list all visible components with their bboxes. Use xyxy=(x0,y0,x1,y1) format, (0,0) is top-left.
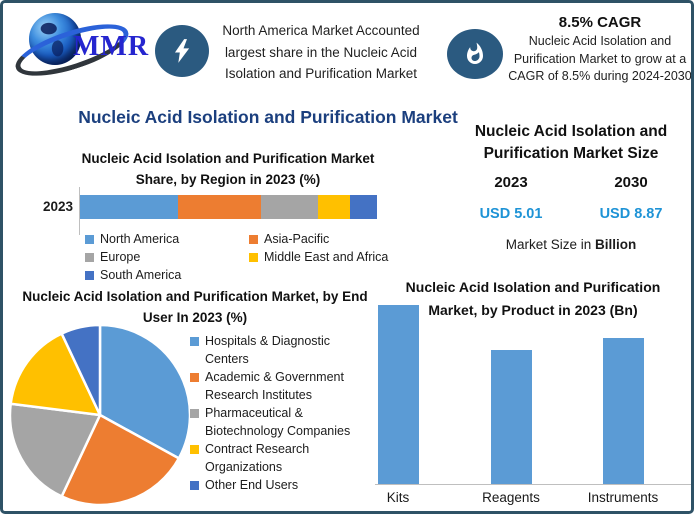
market-size-note: Market Size in Billion xyxy=(451,237,691,252)
legend-item: Academic & Government Research Institute… xyxy=(190,369,370,404)
end-user-chart-legend: Hospitals & Diagnostic Centers Academic &… xyxy=(190,333,370,496)
region-chart-category-label: 2023 xyxy=(42,199,73,214)
bar-segment xyxy=(350,195,377,219)
market-size-note-unit: Billion xyxy=(595,237,637,252)
legend-item: Contract Research Organizations xyxy=(190,441,370,476)
legend-label: Pharmaceutical & Biotechnology Companies xyxy=(205,406,351,438)
market-size-value-2023: USD 5.01 xyxy=(479,206,543,222)
legend-item: Europe xyxy=(85,248,249,266)
legend-label: North America xyxy=(100,232,180,246)
legend-marker xyxy=(85,270,94,280)
legend-item: Pharmaceutical & Biotechnology Companies xyxy=(190,405,370,440)
market-size-year-2030: 2030 xyxy=(614,174,648,191)
legend-label: Europe xyxy=(100,250,141,264)
legend-marker xyxy=(249,252,258,262)
flame-icon xyxy=(447,29,503,79)
bar-segment xyxy=(317,195,351,219)
legend-label: Contract Research Organizations xyxy=(205,442,310,474)
pie-slice xyxy=(9,332,102,417)
cagr-heading: 8.5% CAGR xyxy=(558,14,642,31)
legend-marker xyxy=(190,445,199,454)
bar-reagents xyxy=(490,350,532,484)
legend-label: Academic & Government Research Institute… xyxy=(205,370,344,402)
bar-segment xyxy=(178,195,262,219)
lightning-icon xyxy=(155,25,209,77)
pie-slice xyxy=(8,402,102,498)
bar-kits xyxy=(377,305,419,484)
legend-item: Hospitals & Diagnostic Centers xyxy=(190,333,370,368)
cagr-banner: 8.5% CAGR Nucleic Acid Isolation and Pur… xyxy=(506,14,692,86)
bar-instruments xyxy=(602,338,644,484)
product-chart-axis xyxy=(375,484,691,485)
legend-item: North America xyxy=(85,230,249,248)
page-title: Nucleic Acid Isolation and Purification … xyxy=(78,107,458,127)
end-user-pie-chart xyxy=(7,322,193,508)
market-size-value-2030: USD 8.87 xyxy=(599,206,663,222)
legend-marker xyxy=(249,234,258,244)
product-chart-title: Nucleic Acid Isolation and Purification … xyxy=(405,279,661,318)
pie-slice xyxy=(60,323,102,417)
market-size-years: 2023 2030 xyxy=(451,174,691,191)
bar-category-label: Kits xyxy=(386,490,410,505)
legend-item: Other End Users xyxy=(190,477,370,495)
logo-text: MMR xyxy=(73,31,150,62)
market-size-heading: Nucleic Acid Isolation and Purification … xyxy=(474,123,668,162)
region-chart-title: Nucleic Acid Isolation and Purification … xyxy=(81,151,375,187)
region-stacked-bar xyxy=(80,195,377,219)
legend-item: South America xyxy=(85,266,249,284)
legend-label: Hospitals & Diagnostic Centers xyxy=(205,334,331,366)
globe-icon xyxy=(29,13,81,65)
north-america-banner-text: North America Market Accounted largest s… xyxy=(222,23,420,81)
legend-item: Middle East and Africa xyxy=(249,248,388,266)
product-bar-plot xyxy=(375,303,691,484)
bar-category-label: Instruments xyxy=(587,490,659,505)
market-size-year-2023: 2023 xyxy=(494,174,528,191)
pie-slice xyxy=(60,413,181,507)
mmr-logo: MMR xyxy=(10,7,165,87)
legend-label: South America xyxy=(100,268,182,282)
legend-marker xyxy=(85,252,94,262)
end-user-chart-title: Nucleic Acid Isolation and Purification … xyxy=(22,289,368,325)
legend-marker xyxy=(190,373,199,382)
legend-label: Middle East and Africa xyxy=(264,250,389,264)
market-size-note-prefix: Market Size in xyxy=(505,237,596,252)
cagr-body: Nucleic Acid Isolation and Purification … xyxy=(508,34,692,83)
legend-marker xyxy=(85,234,94,244)
legend-label: Asia-Pacific xyxy=(264,232,330,246)
product-chart-category-labels: Kits Reagents Instruments xyxy=(375,490,691,510)
pie-slice xyxy=(98,323,192,460)
bar-category-label: Reagents xyxy=(482,490,540,505)
legend-marker xyxy=(190,337,199,346)
legend-item: Asia-Pacific xyxy=(249,230,388,248)
region-chart-legend: North America Europe South America Asia-Pac… xyxy=(85,230,393,284)
region-chart-axis xyxy=(79,187,80,235)
legend-marker xyxy=(190,481,199,490)
bar-segment xyxy=(261,195,318,219)
legend-label: Other End Users xyxy=(205,478,299,492)
market-size-values: USD 5.01 USD 8.87 xyxy=(451,206,691,222)
bar-segment xyxy=(80,195,178,219)
legend-marker xyxy=(190,409,199,418)
